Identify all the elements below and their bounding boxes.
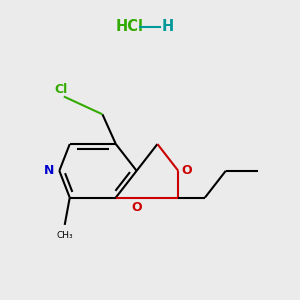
Text: CH₃: CH₃	[56, 231, 73, 240]
Text: H: H	[162, 19, 174, 34]
Text: Cl: Cl	[54, 82, 68, 96]
Text: O: O	[182, 164, 193, 177]
Text: N: N	[44, 164, 54, 177]
Text: O: O	[131, 201, 142, 214]
Text: HCl: HCl	[115, 19, 143, 34]
